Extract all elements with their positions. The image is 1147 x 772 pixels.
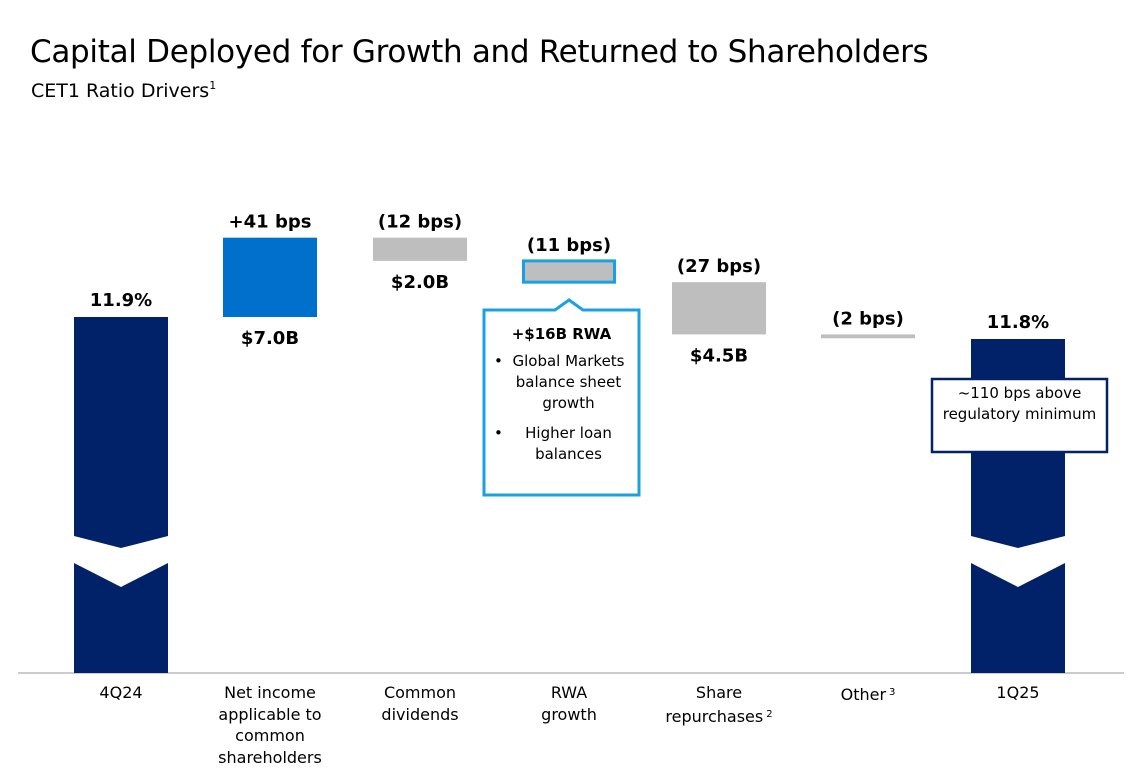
x-axis-label-line: applicable to — [218, 704, 322, 724]
subtitle-text: CET1 Ratio Drivers — [31, 80, 210, 102]
x-axis-label-line: repurchases — [665, 706, 764, 726]
bar-4q24-lower — [74, 563, 168, 673]
regulatory-callout-outline — [930, 377, 1109, 454]
x-axis-label-line: dividends — [381, 704, 459, 724]
x-axis-label-line: shareholders — [218, 747, 322, 767]
rwa-callout-bullet: Global Markets balance sheet growth — [490, 351, 633, 414]
rwa-callout-header: +$16B RWA — [511, 325, 612, 343]
x-axis-label-footnote: 2 — [766, 708, 773, 720]
x-axis-label: Net income applicable to common shareholder… — [200, 682, 340, 768]
page-subtitle: CET1 Ratio Drivers1 — [31, 79, 216, 102]
change-label-step-5: (2 bps) — [832, 308, 904, 329]
x-axis-label-footnote: 3 — [889, 687, 896, 698]
x-axis-label-line: growth — [541, 704, 597, 724]
regulatory-minimum-callout: ~110 bps above regulatory minimum — [942, 384, 1097, 423]
x-axis-label: Share repurchases 2 — [649, 682, 789, 727]
x-axis-label-line: Net income — [224, 683, 316, 702]
x-axis-label: 4Q24 — [51, 682, 191, 704]
change-label-step-1: +41 bps — [229, 212, 312, 233]
change-label-step-4: (27 bps) — [677, 256, 761, 277]
x-axis-label-line: Other — [840, 685, 887, 704]
rwa-callout-bullet: Higher loan balances — [490, 423, 633, 465]
bar-step-2 — [373, 237, 467, 261]
bar-step-5 — [821, 334, 915, 339]
x-axis-label-line: 4Q24 — [99, 683, 143, 702]
x-axis-label-line: Share — [695, 683, 743, 702]
x-axis-label-line: 1Q25 — [996, 683, 1040, 702]
bar-1q25-lower — [971, 563, 1065, 673]
x-axis-label-line: Common — [383, 683, 457, 702]
rwa-callout-list: Global Markets balance sheet growth High… — [490, 351, 633, 465]
subtitle-footnote: 1 — [209, 79, 217, 92]
value-label-4q24: 11.9% — [90, 290, 152, 311]
amount-label-step-1: $7.0B — [241, 328, 299, 349]
bar-step-1 — [223, 237, 317, 317]
x-axis-label: 1Q25 — [948, 682, 1088, 704]
bar-4q24-upper — [74, 317, 168, 548]
change-label-step-2: (12 bps) — [378, 212, 462, 233]
x-axis-label-line: common — [235, 726, 305, 745]
bar-step-3 — [522, 259, 616, 284]
x-axis-label-line: RWA — [550, 683, 588, 702]
amount-label-step-4: $4.5B — [690, 345, 748, 366]
change-label-step-3: (11 bps) — [527, 235, 611, 256]
x-axis-label: Common dividends — [350, 682, 490, 725]
value-label-1q25: 11.8% — [987, 312, 1049, 333]
page-title: Capital Deployed for Growth and Returned… — [30, 34, 929, 70]
x-axis-label: Other 3 — [798, 682, 938, 706]
rwa-growth-callout: +$16B RWA Global Markets balance sheet g… — [484, 310, 639, 495]
x-axis-label: RWA growth — [499, 682, 639, 725]
bar-step-4 — [672, 282, 766, 335]
amount-label-step-2: $2.0B — [391, 272, 449, 293]
